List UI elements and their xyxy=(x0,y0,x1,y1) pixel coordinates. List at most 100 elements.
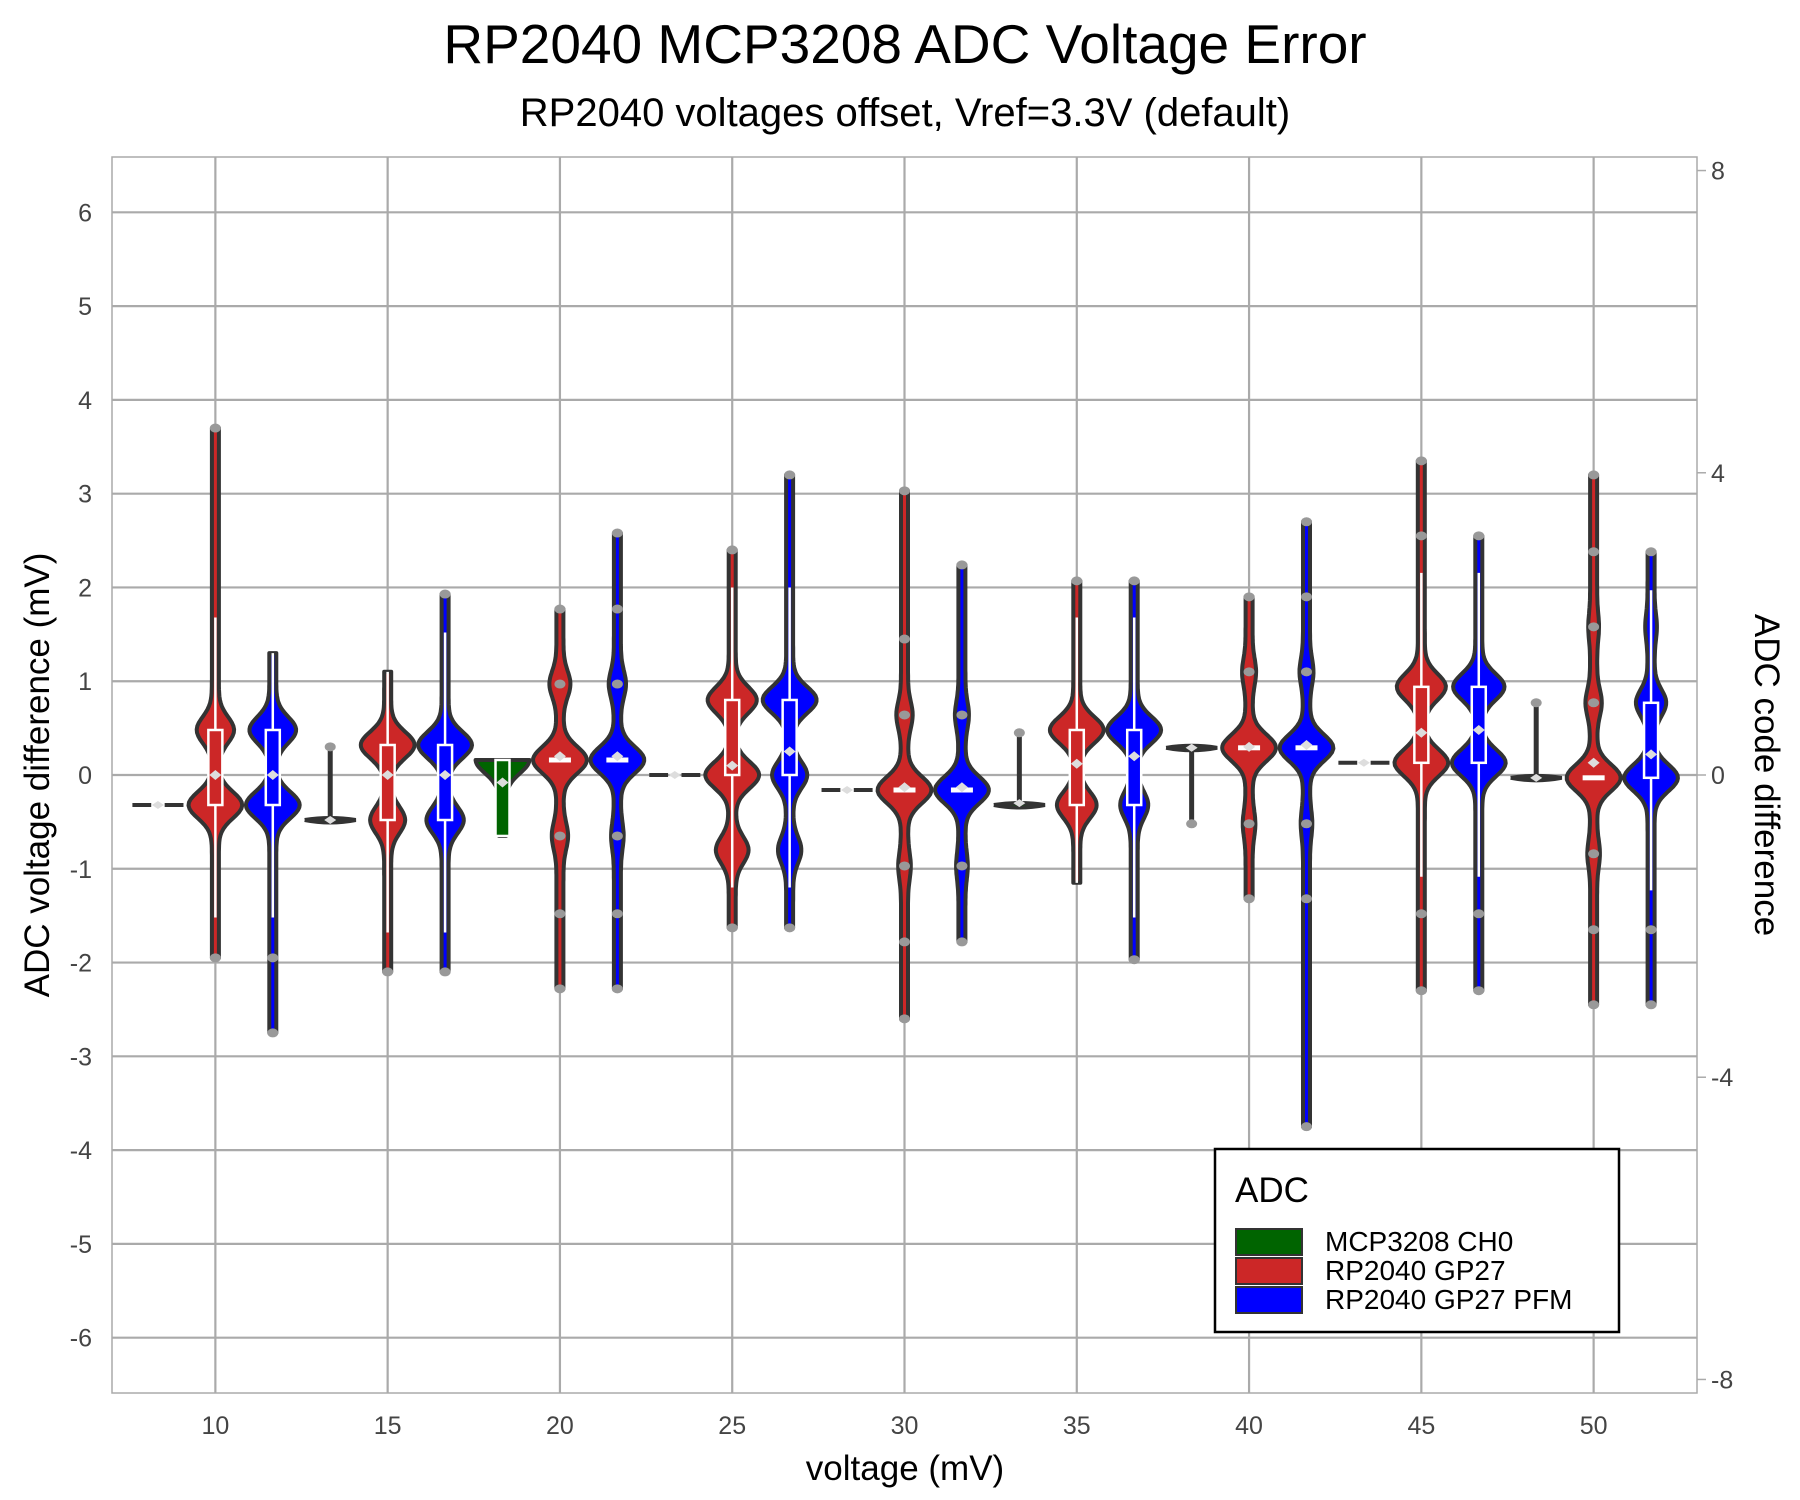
x-tick-label: 35 xyxy=(1063,1412,1091,1440)
violin-group xyxy=(1392,456,1451,996)
outlier-point xyxy=(1071,576,1083,586)
mean-marker xyxy=(1300,739,1313,750)
outlier-point xyxy=(1415,531,1427,541)
mean-marker xyxy=(955,782,968,793)
mean-marker xyxy=(611,751,624,762)
mean-marker xyxy=(439,770,452,780)
outlier-point xyxy=(1300,1122,1312,1132)
outlier-point xyxy=(1128,576,1140,586)
outlier-point xyxy=(267,1028,279,1038)
outlier-point xyxy=(1300,517,1312,527)
box xyxy=(1125,728,1143,807)
x-tick-label: 20 xyxy=(546,1412,574,1440)
y2-tick-label: -8 xyxy=(1711,1366,1733,1394)
legend-label: RP2040 GP27 PFM xyxy=(1325,1284,1572,1315)
mean-marker xyxy=(1185,743,1198,752)
y-tick-label: 5 xyxy=(78,293,92,321)
outlier-point xyxy=(899,1014,910,1024)
violin-group xyxy=(1338,758,1390,767)
legend-key xyxy=(1235,1286,1303,1314)
outlier-point xyxy=(1588,622,1600,632)
plot-marks xyxy=(132,423,1680,1132)
legend-label: MCP3208 CH0 xyxy=(1325,1226,1513,1257)
outlier-point xyxy=(1128,955,1140,965)
mean-marker xyxy=(898,782,911,793)
y-tick-label: 0 xyxy=(78,762,92,790)
violin-group xyxy=(416,589,474,977)
outlier-point xyxy=(1645,1000,1657,1010)
y-tick-label: 1 xyxy=(78,668,92,696)
outlier-point xyxy=(1243,819,1255,829)
outlier-point xyxy=(611,984,623,994)
outlier-point xyxy=(611,604,623,614)
mean-marker xyxy=(1128,751,1141,762)
outlier-point xyxy=(726,923,738,933)
outlier-point xyxy=(726,545,738,555)
outlier-point xyxy=(1588,925,1600,935)
outlier-point xyxy=(1588,849,1600,859)
legend-key xyxy=(1235,1257,1303,1285)
violin-group xyxy=(132,801,184,810)
outlier-point xyxy=(1645,547,1657,557)
mean-marker xyxy=(1013,799,1026,808)
y-tick-label: 4 xyxy=(78,387,92,415)
outlier-point xyxy=(439,967,451,977)
legend-label: RP2040 GP27 xyxy=(1325,1255,1506,1286)
violin-group xyxy=(875,486,934,1024)
chart-title: RP2040 MCP3208 ADC Voltage Error xyxy=(443,13,1366,75)
outlier-point xyxy=(899,937,910,947)
outlier-point xyxy=(611,831,623,841)
x-tick-label: 30 xyxy=(891,1412,919,1440)
mean-marker xyxy=(553,751,566,762)
outlier-point xyxy=(1243,592,1255,602)
mean-marker xyxy=(1472,724,1485,735)
violin-group xyxy=(649,771,701,779)
x-tick-label: 40 xyxy=(1235,1412,1263,1440)
y2-tick-label: 0 xyxy=(1711,762,1725,790)
mean-marker xyxy=(496,777,509,788)
mean-marker xyxy=(1243,741,1256,752)
box xyxy=(1582,775,1605,781)
violin-group xyxy=(760,470,819,933)
mean-marker xyxy=(1070,758,1083,769)
y-tick-label: -3 xyxy=(70,1043,92,1071)
y2-tick-label: 4 xyxy=(1711,460,1725,488)
outlier-point xyxy=(1473,986,1485,996)
violin-group xyxy=(588,528,647,994)
outlier-point xyxy=(1300,667,1312,677)
mean-marker xyxy=(209,770,222,780)
violin-group xyxy=(933,560,991,947)
outlier-point xyxy=(1588,547,1600,557)
violin-group xyxy=(304,742,357,825)
outlier-point xyxy=(209,423,221,433)
outlier-point xyxy=(1300,894,1312,904)
outlier-point xyxy=(1588,470,1600,480)
violin-group xyxy=(1449,531,1508,996)
violin-group xyxy=(1105,576,1164,965)
outlier-point xyxy=(554,604,566,614)
x-tick-label: 15 xyxy=(374,1412,402,1440)
outlier-point xyxy=(1013,728,1025,738)
outlier-point xyxy=(784,923,796,933)
outlier-point xyxy=(1473,531,1485,541)
y-tick-label: 6 xyxy=(78,199,92,227)
outlier-point xyxy=(267,953,279,963)
violin-group xyxy=(1047,576,1106,885)
outlier-point xyxy=(1415,456,1427,466)
y-tick-label: -6 xyxy=(70,1325,92,1353)
violin-group xyxy=(473,758,532,838)
outlier-point xyxy=(784,470,796,480)
x-tick-label: 45 xyxy=(1407,1412,1435,1440)
outlier-point xyxy=(1588,698,1600,708)
y-tick-label: 2 xyxy=(78,574,92,602)
violin-group xyxy=(993,728,1046,810)
y-tick-label: -2 xyxy=(70,950,92,978)
y-tick-label: -4 xyxy=(70,1137,92,1165)
legend-title: ADC xyxy=(1235,1171,1309,1210)
x-axis-title: voltage (mV) xyxy=(806,1449,1004,1488)
outlier-point xyxy=(209,953,221,963)
mean-marker xyxy=(151,801,164,810)
outlier-point xyxy=(1473,909,1485,919)
